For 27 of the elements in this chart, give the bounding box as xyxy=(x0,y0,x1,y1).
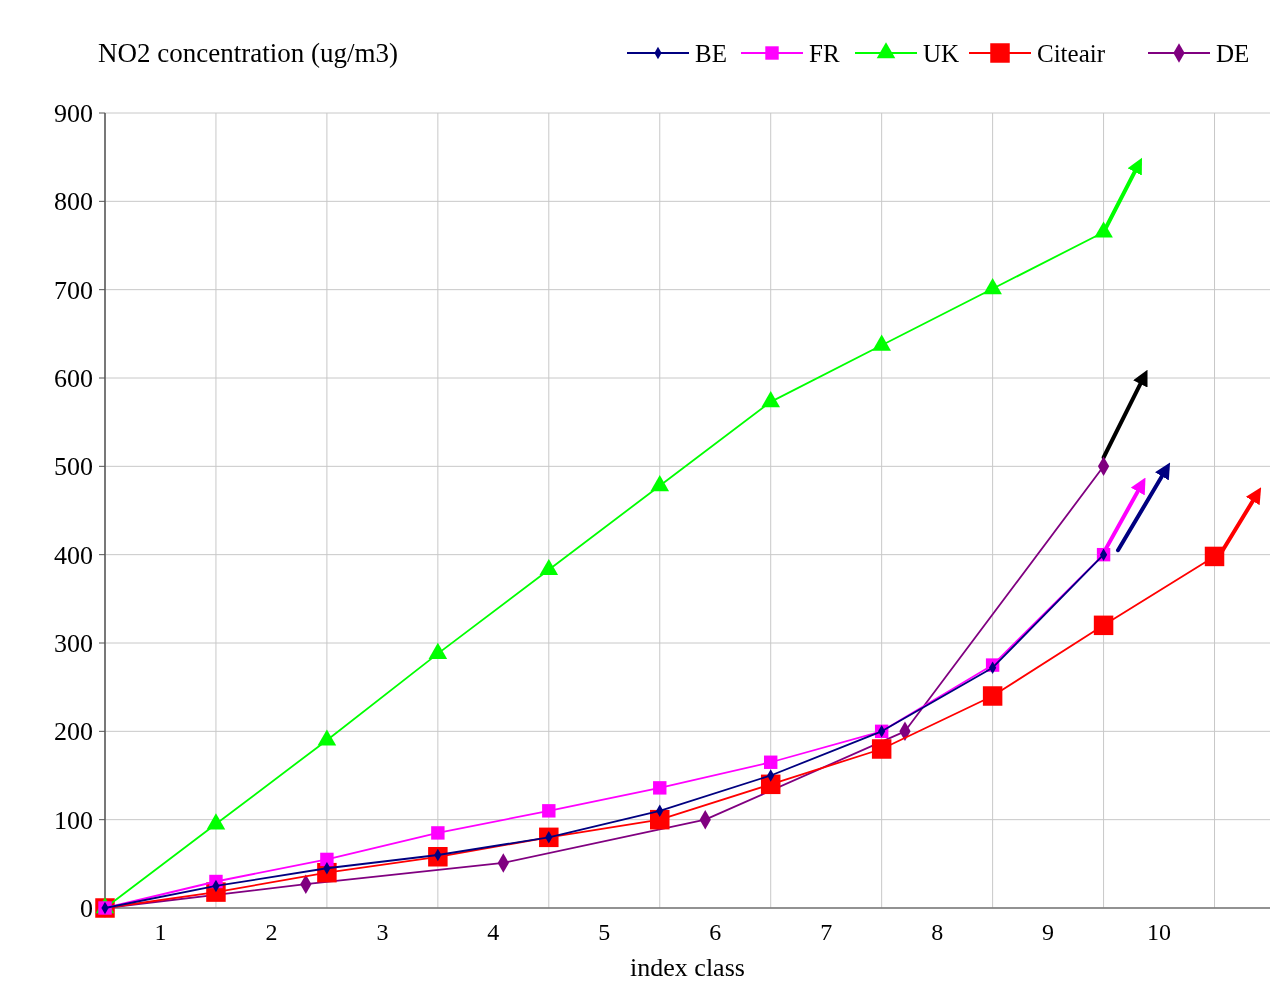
x-tick-label: 6 xyxy=(709,919,722,945)
x-tick-label: 3 xyxy=(376,919,389,945)
x-tick-label: 8 xyxy=(931,919,944,945)
x-tick-label: 4 xyxy=(487,919,500,945)
x-tick-label: 7 xyxy=(820,919,833,945)
legend-label: DE xyxy=(1216,39,1250,67)
y-tick-label: 800 xyxy=(54,187,93,217)
legend-label: UK xyxy=(923,39,960,67)
y-tick-label: 600 xyxy=(54,364,93,394)
x-tick-label: 9 xyxy=(1042,919,1055,945)
chart-title: NO2 concentration (ug/m3) xyxy=(98,38,398,68)
x-tick-label: 10 xyxy=(1147,919,1172,945)
y-tick-label: 900 xyxy=(54,99,93,129)
y-tick-label: 400 xyxy=(54,540,93,570)
x-axis-title: index class xyxy=(630,953,745,982)
x-tick-label: 5 xyxy=(598,919,611,945)
legend-label: FR xyxy=(809,39,840,67)
y-tick-label: 500 xyxy=(54,452,93,482)
legend-label: BE xyxy=(695,39,727,67)
y-tick-label: 300 xyxy=(54,629,93,659)
x-tick-label: 2 xyxy=(265,919,278,945)
x-tick-label: 1 xyxy=(154,919,167,945)
y-tick-label: 0 xyxy=(80,894,93,924)
y-tick-label: 100 xyxy=(54,805,93,835)
y-tick-label: 700 xyxy=(54,275,93,305)
legend-label: Citeair xyxy=(1037,39,1106,67)
y-tick-label: 200 xyxy=(54,717,93,747)
